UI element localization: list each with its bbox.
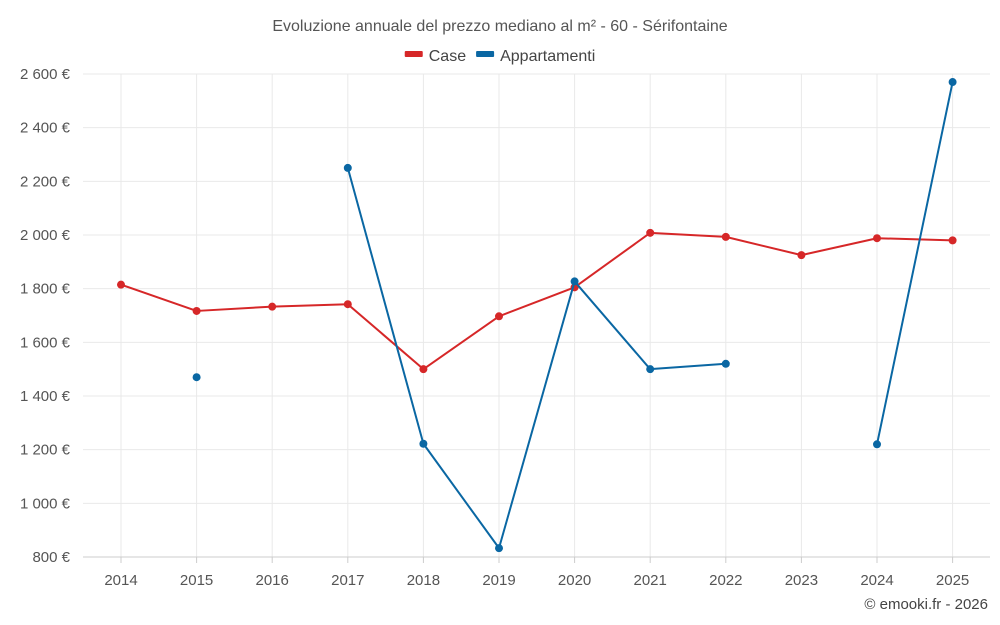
data-point-appartamenti-2022 (721, 359, 730, 368)
series-line-case (120, 231, 954, 371)
x-tick-label: 2018 (407, 572, 440, 589)
y-tick-label: 1 400 € (20, 388, 71, 405)
data-point-case-2023 (797, 251, 806, 260)
y-tick-label: 2 600 € (20, 66, 71, 83)
data-point-case-2015 (192, 306, 201, 315)
x-tick-label: 2024 (860, 572, 893, 589)
y-tick-label: 2 400 € (20, 120, 71, 137)
grid (83, 73, 990, 558)
x-tick-label: 2017 (331, 572, 364, 589)
legend-swatch-appartamenti (476, 51, 495, 57)
data-point-appartamenti-2024 (873, 440, 881, 449)
y-tick-label: 2 200 € (20, 173, 71, 190)
data-point-case-2021 (646, 228, 655, 237)
x-tick-label: 2025 (936, 572, 969, 589)
series-line-appartamenti (876, 81, 954, 446)
y-tick-label: 1 600 € (20, 334, 71, 351)
x-axis: 2014 2015 2016 2017 2018 2019 2020 2021 2022 2023… (83, 556, 990, 589)
x-tick-label: 2020 (558, 572, 591, 589)
x-tick-label: 2016 (256, 572, 289, 589)
data-point-case-2024 (873, 234, 881, 243)
data-point-case-2017 (343, 300, 352, 309)
y-tick-label: 1 000 € (20, 495, 71, 512)
legend-swatch-case (404, 51, 423, 57)
series-line-appartamenti (346, 166, 727, 550)
y-tick-label: 800 € (32, 549, 70, 566)
legend-label-case: Case (429, 48, 466, 65)
data-point-appartamenti-2019 (495, 544, 503, 553)
data-point-case-2014 (117, 280, 125, 289)
chart-title: Evoluzione annuale del prezzo mediano al… (272, 18, 727, 35)
data-point-appartamenti-2015 (192, 373, 201, 382)
credit-text: © emooki.fr - 2026 (864, 596, 988, 613)
x-tick-label: 2014 (104, 572, 137, 589)
data-point-case-2018 (419, 365, 428, 374)
y-tick-label: 1 800 € (20, 281, 71, 298)
data-point-appartamenti-2017 (343, 163, 352, 172)
x-tick-label: 2022 (709, 572, 742, 589)
x-tick-label: 2023 (785, 572, 818, 589)
y-axis: 800 € 1 000 € 1 200 € 1 400 € 1 600 € 1 800 €… (20, 66, 71, 566)
x-tick-label: 2021 (634, 572, 667, 589)
legend-label-appartamenti: Appartamenti (500, 48, 595, 65)
data-point-appartamenti-2020 (570, 277, 579, 286)
plot-area (117, 78, 957, 553)
data-point-appartamenti-2025 (948, 78, 957, 87)
data-point-case-2016 (268, 302, 277, 311)
legend: Case Appartamenti (404, 48, 595, 65)
data-point-appartamenti-2018 (419, 439, 428, 448)
y-tick-label: 2 000 € (20, 227, 71, 244)
x-tick-label: 2015 (180, 572, 213, 589)
data-point-case-2019 (495, 312, 503, 321)
x-tick-label: 2019 (482, 572, 515, 589)
data-point-case-2022 (721, 232, 730, 241)
data-point-appartamenti-2021 (646, 365, 655, 374)
data-point-case-2025 (948, 236, 957, 245)
y-tick-label: 1 200 € (20, 442, 71, 459)
